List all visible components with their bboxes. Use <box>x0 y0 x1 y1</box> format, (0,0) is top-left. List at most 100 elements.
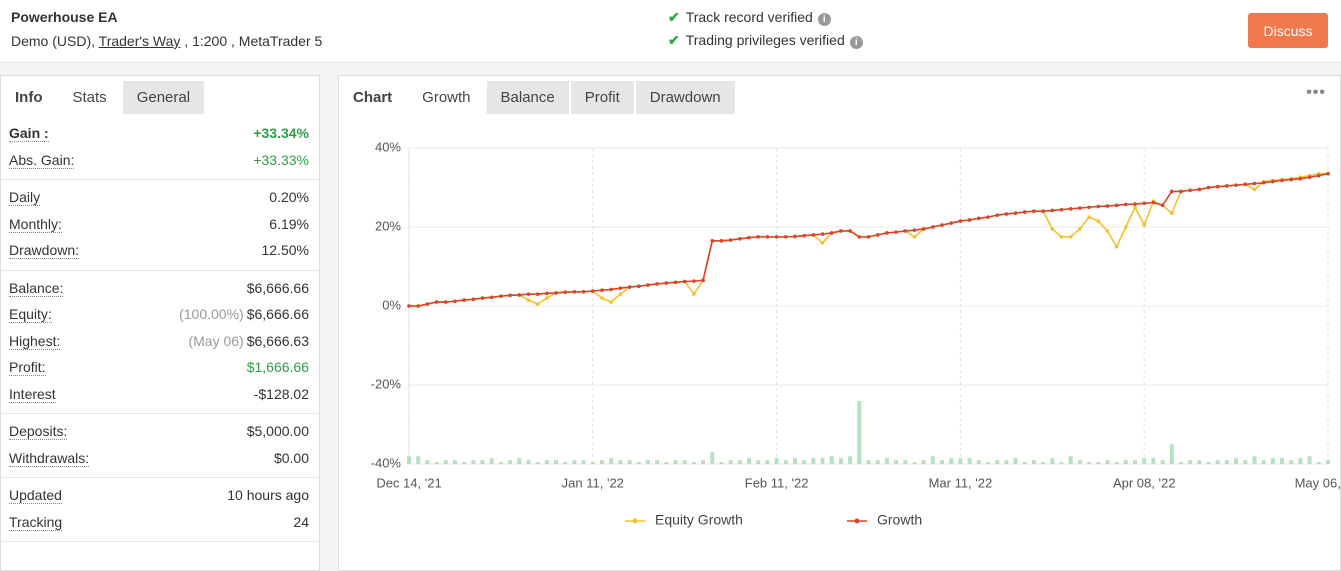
volume-bar <box>1013 458 1018 464</box>
volume-bar <box>958 458 963 464</box>
series-point <box>894 230 898 234</box>
series-point <box>1096 219 1101 223</box>
tab[interactable]: Balance <box>486 81 569 114</box>
menu-icon[interactable]: ••• <box>1306 84 1326 101</box>
volume-bar <box>710 452 715 464</box>
series-point <box>1169 189 1174 194</box>
volume-bar <box>875 460 880 464</box>
stat-label: Deposits: <box>9 423 68 440</box>
volume-bar <box>1151 458 1156 464</box>
stat-value: $6,666.63 <box>246 332 309 349</box>
volume-bar <box>848 456 853 464</box>
legend-marker <box>854 518 860 524</box>
series-point <box>618 292 623 296</box>
volume-bar <box>783 460 788 464</box>
series-point <box>1142 223 1146 227</box>
series-point <box>1013 211 1018 215</box>
series-point <box>1298 177 1303 181</box>
stat-value: +33.33% <box>253 151 309 168</box>
volume-bar <box>1243 460 1248 464</box>
stat-note: (100.00%) <box>179 306 244 322</box>
stat-row: Daily 0.20% <box>1 184 319 211</box>
series-point <box>1234 183 1238 187</box>
stats-group: Daily 0.20% Monthly: 6.19% Drawdown: 12.50% <box>1 184 319 271</box>
series-point <box>1124 225 1128 229</box>
series-point <box>1261 180 1266 185</box>
volume-bar <box>462 462 467 464</box>
series-point <box>1179 189 1183 194</box>
volume-bar <box>1142 458 1147 464</box>
volume-bar <box>967 458 972 464</box>
broker-link[interactable]: Trader's Way <box>98 33 181 49</box>
series-point <box>1068 235 1073 239</box>
series-point <box>1169 211 1174 215</box>
discuss-button[interactable]: Discuss <box>1248 13 1328 48</box>
series-point <box>425 302 430 306</box>
volume-bar <box>903 460 908 464</box>
volume-bar <box>792 458 797 464</box>
series-point <box>526 298 531 302</box>
series-point <box>931 225 935 229</box>
series-point <box>1078 227 1082 231</box>
series-point <box>829 231 834 235</box>
account-prefix: Demo (USD), <box>11 33 96 49</box>
stat-value: $1,666.66 <box>246 359 309 375</box>
series-point <box>1160 203 1165 208</box>
series-point <box>407 304 411 308</box>
volume-bar <box>1188 460 1193 464</box>
series-point <box>967 218 972 222</box>
volume-bar <box>572 460 577 464</box>
volume-bar <box>728 460 733 464</box>
series-point <box>636 284 641 289</box>
volume-bar <box>930 456 935 464</box>
volume-bar <box>1031 460 1036 464</box>
legend-marker <box>632 518 638 524</box>
series-point <box>848 229 852 233</box>
stat-label: Balance: <box>9 279 64 297</box>
stat-row: Monthly: 6.19% <box>1 211 319 238</box>
volume-bar <box>1215 460 1220 464</box>
volume-bar <box>1280 458 1285 464</box>
stat-value: $6,666.66 <box>246 306 309 322</box>
series-point <box>1004 212 1009 216</box>
volume-bar <box>544 460 549 464</box>
stat-value: 12.50% <box>261 242 309 258</box>
volume-bar <box>811 458 816 464</box>
tab[interactable]: Profit <box>570 81 634 114</box>
tab[interactable]: Info <box>1 81 57 114</box>
volume-bar <box>645 460 650 464</box>
stat-label: Monthly: <box>9 215 62 233</box>
tab[interactable]: General <box>122 81 205 114</box>
tab[interactable]: Growth <box>408 81 485 114</box>
stats-list: Gain : +33.34% Abs. Gain: +33.33% Daily 0.20%… <box>1 116 319 542</box>
volume-bar <box>1068 456 1073 464</box>
info-icon[interactable]: i <box>849 36 863 49</box>
x-tick-label: Dec 14, '21 <box>376 475 441 490</box>
info-icon[interactable]: i <box>817 13 831 26</box>
series-point <box>1206 185 1211 190</box>
x-tick-label: Mar 11, '22 <box>929 475 993 490</box>
series-point <box>1050 227 1055 231</box>
volume-bar <box>921 460 926 464</box>
tab[interactable]: Chart <box>339 81 407 114</box>
tab[interactable]: Drawdown <box>635 81 735 114</box>
volume-bar <box>1316 462 1321 464</box>
series-point <box>701 278 705 283</box>
stat-label: Drawdown: <box>9 242 80 259</box>
series-point <box>1096 204 1101 209</box>
series-point <box>719 239 724 243</box>
series-point <box>1022 210 1027 214</box>
tab[interactable]: Stats <box>58 81 121 114</box>
stat-value-box: 12.50% <box>262 242 309 258</box>
volume-bar <box>1041 462 1046 464</box>
series-point <box>1114 244 1119 249</box>
stat-value: $5,000.00 <box>246 423 309 439</box>
stats-group: Gain : +33.34% Abs. Gain: +33.33% <box>1 120 319 180</box>
stat-row: Highest: (May 06) $6,666.63 <box>1 328 319 355</box>
stat-value-box: $6,666.66 <box>247 280 309 296</box>
series-point <box>1215 184 1220 189</box>
legend-label: Growth <box>877 512 922 528</box>
volume-bar <box>498 462 503 464</box>
y-tick-label: 20% <box>375 218 401 233</box>
legend-label: Equity Growth <box>655 512 743 528</box>
